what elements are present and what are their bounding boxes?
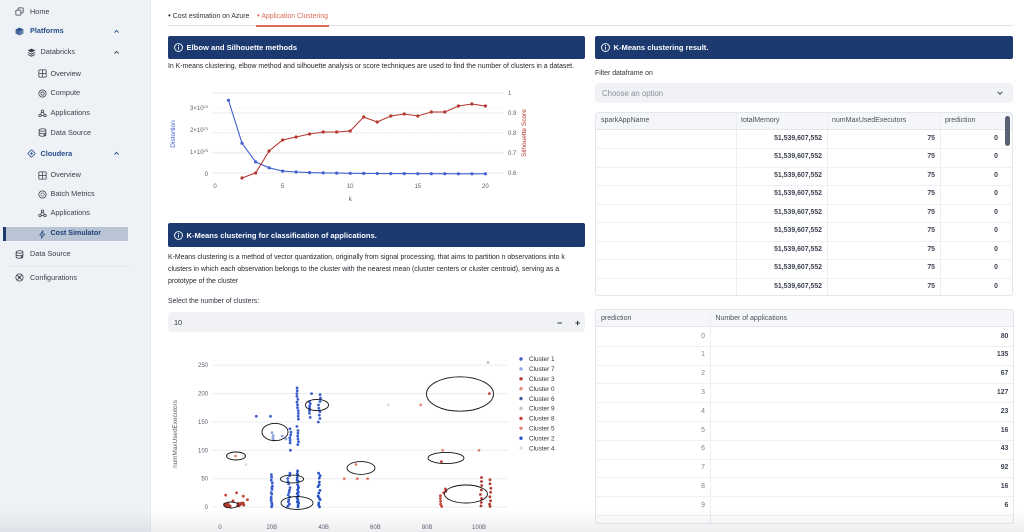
svg-text:Cluster 5: Cluster 5	[529, 426, 555, 433]
svg-text:100: 100	[198, 448, 209, 454]
svg-text:0.6: 0.6	[508, 171, 517, 177]
svg-text:Cluster 0: Cluster 0	[529, 386, 555, 393]
svg-text:k: k	[349, 196, 353, 203]
svg-text:Silhouette Score: Silhouette Score	[521, 109, 528, 157]
svg-text:10: 10	[347, 184, 354, 190]
svg-text:80B: 80B	[422, 525, 433, 531]
svg-text:0.7: 0.7	[508, 151, 517, 157]
svg-text:Cluster 9: Cluster 9	[529, 406, 555, 413]
svg-text:20: 20	[482, 184, 489, 190]
svg-text:50: 50	[201, 477, 208, 483]
svg-text:0.8: 0.8	[508, 131, 517, 137]
svg-text:Cluster 3: Cluster 3	[529, 376, 555, 383]
svg-text:3×1023: 3×1023	[190, 104, 209, 112]
svg-text:0: 0	[218, 525, 222, 531]
svg-text:60B: 60B	[370, 525, 381, 531]
svg-text:20B: 20B	[266, 525, 277, 531]
svg-text:numMaxUsedExecutors: numMaxUsedExecutors	[172, 400, 179, 468]
svg-text:Cluster 4: Cluster 4	[529, 445, 555, 452]
svg-text:1: 1	[508, 91, 512, 97]
svg-text:Distortion: Distortion	[170, 120, 177, 148]
svg-text:0: 0	[205, 505, 209, 511]
svg-text:Cluster 2: Cluster 2	[529, 435, 555, 442]
svg-text:Cluster 1: Cluster 1	[529, 356, 555, 363]
svg-text:200: 200	[198, 392, 209, 398]
svg-text:0: 0	[205, 172, 209, 178]
svg-text:15: 15	[414, 184, 421, 190]
svg-text:150: 150	[198, 420, 209, 426]
svg-text:40B: 40B	[318, 525, 329, 531]
svg-text:1×1023: 1×1023	[190, 148, 209, 156]
svg-text:0.9: 0.9	[508, 111, 517, 117]
svg-text:0: 0	[213, 184, 217, 190]
svg-text:2×1023: 2×1023	[190, 126, 209, 134]
svg-text:Cluster 6: Cluster 6	[529, 396, 555, 403]
svg-text:5: 5	[281, 184, 285, 190]
svg-text:250: 250	[198, 363, 209, 369]
svg-text:100B: 100B	[472, 525, 486, 531]
svg-text:Cluster 7: Cluster 7	[529, 366, 555, 373]
svg-text:Cluster 8: Cluster 8	[529, 416, 555, 423]
